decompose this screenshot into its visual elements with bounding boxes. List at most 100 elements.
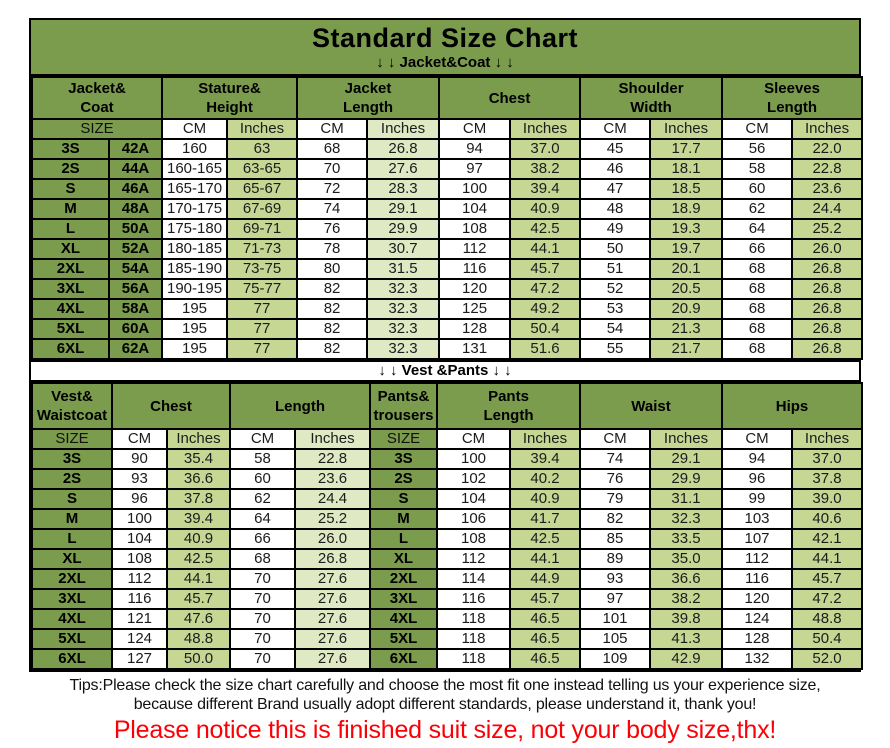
value-cell: 74 [296, 198, 369, 220]
value-cell: 105 [579, 628, 651, 650]
value-cell: 49 [579, 218, 652, 240]
size-cell: 6XL [31, 648, 113, 670]
column-header-vest-waistcoat: Vest& Waistcoat [31, 382, 113, 430]
unit-header-cm: CM [436, 428, 511, 450]
value-cell: 46.5 [509, 628, 581, 650]
value-cell: 32.3 [366, 278, 441, 300]
size-chart-sheet: Standard Size Chart ↓ ↓ Jacket&Coat ↓ ↓ … [29, 18, 864, 672]
value-cell: 21.3 [649, 318, 724, 340]
column-header-length: Length [229, 382, 371, 430]
jacket-coat-table: Jacket& Coat Stature& Height Jacket Leng… [30, 76, 864, 360]
value-cell: 68 [296, 138, 369, 160]
value-cell: 70 [229, 588, 296, 610]
value-cell: 68 [721, 318, 794, 340]
value-cell: 29.9 [648, 468, 724, 490]
value-cell: 70 [229, 628, 296, 650]
size-cell: 46A [107, 178, 164, 200]
table-row: 2XL 112 44.1 70 27.6 2XL 114 44.9 93 36.6 116 45.7 [31, 568, 864, 590]
value-cell: 93 [579, 568, 651, 590]
value-cell: 25.2 [294, 508, 371, 530]
value-cell: 108 [111, 548, 168, 570]
value-cell: 99 [721, 488, 794, 510]
value-cell: 112 [111, 568, 168, 590]
value-cell: 62 [721, 198, 794, 220]
value-cell: 44.1 [509, 238, 582, 260]
value-cell: 74 [579, 448, 651, 470]
value-cell: 37.8 [791, 468, 864, 490]
value-cell: 120 [438, 278, 512, 300]
vest-table-group-header-row: Vest& Waistcoat Chest Length Pants& trou… [31, 382, 864, 430]
value-cell: 45.7 [166, 588, 231, 610]
size-cell: 3XL [31, 278, 110, 300]
value-cell: 116 [436, 588, 511, 610]
value-cell: 127 [111, 648, 168, 670]
size-cell: 62A [107, 338, 164, 360]
size-cell: 48A [107, 198, 164, 220]
value-cell: 47.2 [509, 278, 582, 300]
value-cell: 32.3 [366, 338, 441, 360]
column-header-pants-length: Pants Length [436, 382, 581, 430]
value-cell: 82 [296, 338, 369, 360]
vest-table-body: 3S 90 35.4 58 22.8 3S 100 39.4 74 29.1 94 37.0 2S 93 3… [31, 448, 864, 670]
value-cell: 102 [436, 468, 511, 490]
value-cell: 26.8 [791, 258, 864, 280]
value-cell: 46.5 [509, 608, 581, 630]
value-cell: 56 [721, 138, 794, 160]
value-cell: 27.6 [366, 158, 441, 180]
unit-header-cm: CM [111, 428, 168, 450]
value-cell: 29.1 [366, 198, 441, 220]
footer-notes: Tips:Please check the size chart careful… [0, 676, 890, 745]
value-cell: 72 [296, 178, 369, 200]
value-cell: 40.6 [791, 508, 864, 530]
size-cell: M [31, 198, 110, 220]
value-cell: 37.8 [166, 488, 231, 510]
value-cell: 46.5 [509, 648, 581, 670]
value-cell: 94 [438, 138, 512, 160]
value-cell: 31.5 [366, 258, 441, 280]
finished-size-notice: Please notice this is finished suit size… [113, 716, 777, 744]
value-cell: 27.6 [294, 648, 371, 670]
table-row: 4XL 121 47.6 70 27.6 4XL 118 46.5 101 39.8 124 48.8 [31, 608, 864, 630]
value-cell: 77 [226, 338, 299, 360]
value-cell: 47.6 [166, 608, 231, 630]
table-row: 2S 44A 160-165 63-65 70 27.6 97 38.2 46 18.1 58 22.… [31, 158, 864, 180]
table-row: 3XL 56A 190-195 75-77 82 32.3 120 47.2 52 20.5 68 2… [31, 278, 864, 300]
value-cell: 76 [296, 218, 369, 240]
value-cell: 30.7 [366, 238, 441, 260]
value-cell: 85 [579, 528, 651, 550]
table-row: XL 52A 180-185 71-73 78 30.7 112 44.1 50 19.7 66 26… [31, 238, 864, 260]
size-cell: S [31, 178, 110, 200]
jacket-table-group-header-row: Jacket& Coat Stature& Height Jacket Leng… [30, 76, 864, 120]
size-cell: 5XL [31, 628, 113, 650]
value-cell: 112 [436, 548, 511, 570]
vest-pants-table: Vest& Waistcoat Chest Length Pants& trou… [31, 382, 864, 670]
value-cell: 26.8 [791, 338, 864, 360]
value-cell: 82 [579, 508, 651, 530]
unit-header-size: SIZE [369, 428, 438, 450]
value-cell: 42.5 [166, 548, 231, 570]
value-cell: 24.4 [791, 198, 864, 220]
value-cell: 100 [436, 448, 511, 470]
value-cell: 27.6 [294, 568, 371, 590]
value-cell: 107 [721, 528, 794, 550]
value-cell: 53 [579, 298, 652, 320]
value-cell: 41.3 [648, 628, 724, 650]
size-cell: 2S [369, 468, 438, 490]
value-cell: 22.8 [294, 448, 371, 470]
column-header-jacket-coat: Jacket& Coat [30, 76, 164, 120]
value-cell: 125 [438, 298, 512, 320]
unit-header-cm: CM [721, 428, 794, 450]
value-cell: 52.0 [791, 648, 864, 670]
value-cell: 32.3 [366, 298, 441, 320]
value-cell: 118 [436, 628, 511, 650]
value-cell: 68 [721, 278, 794, 300]
value-cell: 40.2 [509, 468, 581, 490]
value-cell: 124 [111, 628, 168, 650]
value-cell: 195 [161, 318, 229, 340]
value-cell: 50.4 [791, 628, 864, 650]
column-header-shoulder-width: Shoulder Width [579, 76, 724, 120]
column-header-chest: Chest [111, 382, 231, 430]
table-row: 2S 93 36.6 60 23.6 2S 102 40.2 76 29.9 96 37.8 [31, 468, 864, 490]
table-row: 6XL 127 50.0 70 27.6 6XL 118 46.5 109 42.9 132 52.0 [31, 648, 864, 670]
vest-pants-section-label: ↓ ↓ Vest &Pants ↓ ↓ [31, 360, 859, 382]
